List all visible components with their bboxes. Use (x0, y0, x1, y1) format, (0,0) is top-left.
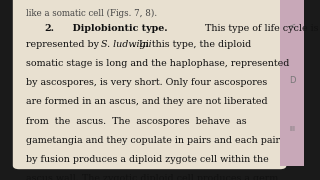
Text: D: D (289, 76, 295, 85)
Text: from  the  ascus.  The  ascospores  behave  as: from the ascus. The ascospores behave as (26, 117, 246, 126)
Text: 2.: 2. (45, 24, 55, 33)
Text: gametangia and they copulate in pairs and each pair: gametangia and they copulate in pairs an… (26, 136, 280, 145)
Text: like a somatic cell (Figs. 7, 8).: like a somatic cell (Figs. 7, 8). (26, 9, 157, 18)
Text: ascus wall. The zygotic diploid cell produces a germ: ascus wall. The zygotic diploid cell pro… (26, 174, 278, 180)
Text: are formed in an ascus, and they are not liberated: are formed in an ascus, and they are not… (26, 97, 267, 106)
Text: by fusion produces a diploid zygote cell within the: by fusion produces a diploid zygote cell… (26, 155, 268, 164)
Text: <: < (289, 22, 295, 31)
Text: . In this type, the diploid: . In this type, the diploid (133, 40, 251, 49)
Text: This type of life cycle is: This type of life cycle is (202, 24, 318, 33)
Text: represented by: represented by (26, 40, 102, 49)
FancyBboxPatch shape (280, 0, 304, 166)
Text: by ascospores, is very short. Only four ascospores: by ascospores, is very short. Only four … (26, 78, 267, 87)
Text: III: III (289, 126, 295, 132)
Text: S. ludwigii: S. ludwigii (101, 40, 151, 49)
Text: Diplobiontic type.: Diplobiontic type. (66, 24, 167, 33)
Text: somatic stage is long and the haplophase, represented: somatic stage is long and the haplophase… (26, 59, 289, 68)
FancyBboxPatch shape (13, 0, 286, 169)
